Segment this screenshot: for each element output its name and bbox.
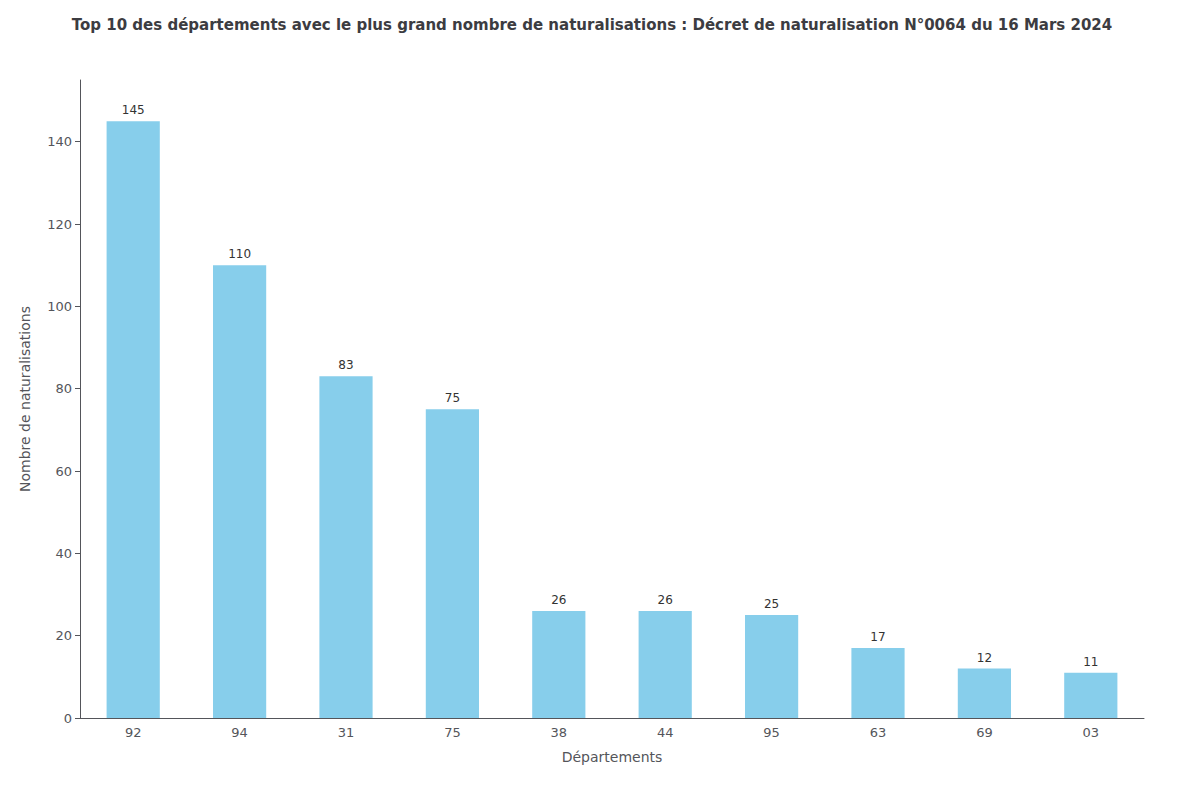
svg-text:Nombre de naturalisations: Nombre de naturalisations	[17, 306, 33, 492]
svg-text:12: 12	[977, 651, 992, 665]
svg-text:75: 75	[445, 391, 460, 405]
svg-text:25: 25	[764, 597, 779, 611]
svg-text:140: 140	[47, 134, 72, 149]
svg-text:110: 110	[228, 247, 251, 261]
svg-text:69: 69	[976, 725, 993, 740]
svg-text:40: 40	[55, 546, 72, 561]
svg-text:31: 31	[338, 725, 355, 740]
svg-text:Top 10 des départements avec l: Top 10 des départements avec le plus gra…	[72, 16, 1113, 34]
svg-text:60: 60	[55, 464, 72, 479]
svg-text:03: 03	[1083, 725, 1100, 740]
svg-text:63: 63	[870, 725, 887, 740]
svg-text:120: 120	[47, 217, 72, 232]
svg-text:94: 94	[231, 725, 248, 740]
svg-text:17: 17	[870, 630, 885, 644]
svg-text:95: 95	[763, 725, 780, 740]
svg-text:145: 145	[122, 103, 145, 117]
svg-text:20: 20	[55, 628, 72, 643]
svg-text:75: 75	[444, 725, 461, 740]
svg-text:80: 80	[55, 381, 72, 396]
svg-text:38: 38	[551, 725, 568, 740]
svg-text:26: 26	[551, 593, 566, 607]
svg-text:44: 44	[657, 725, 674, 740]
svg-text:11: 11	[1083, 655, 1098, 669]
svg-text:92: 92	[125, 725, 142, 740]
svg-text:83: 83	[338, 358, 353, 372]
svg-text:100: 100	[47, 299, 72, 314]
svg-text:26: 26	[658, 593, 673, 607]
svg-text:Départements: Départements	[562, 749, 663, 765]
svg-text:0: 0	[64, 711, 72, 726]
